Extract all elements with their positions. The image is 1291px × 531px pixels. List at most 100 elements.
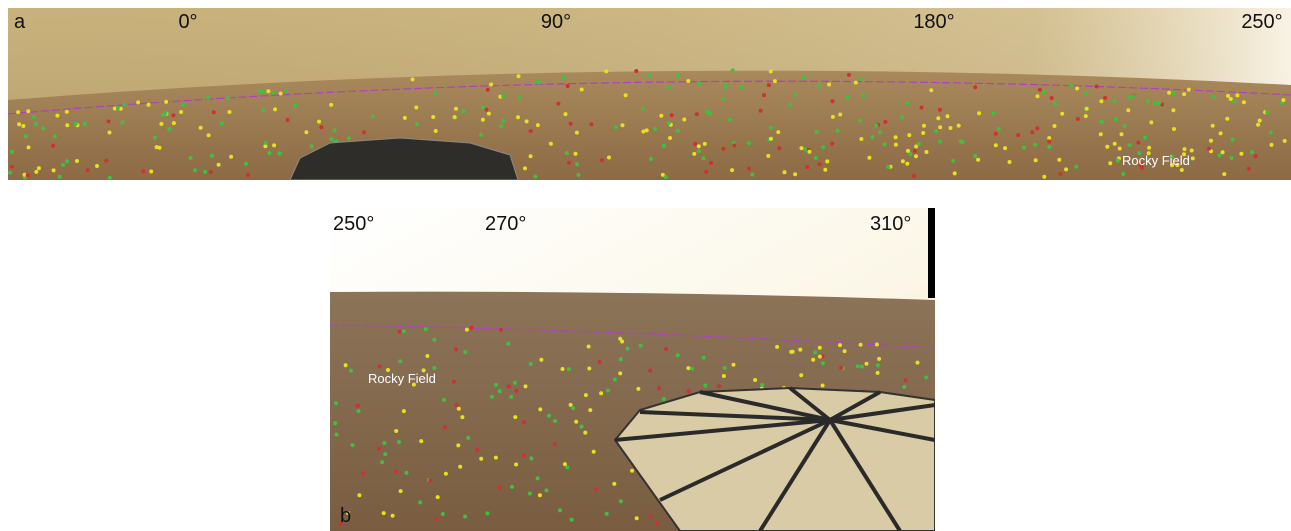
marker [1094,84,1099,89]
marker [830,114,835,119]
marker [8,170,13,175]
marker [750,172,755,177]
marker [638,343,643,348]
horizon-line [330,324,935,349]
marker [203,169,208,174]
marker [924,375,929,380]
marker [579,87,584,92]
marker [938,125,943,130]
marker [803,147,808,152]
marker [991,111,996,116]
marker [1021,145,1026,150]
marker [936,116,941,121]
marker [1033,142,1038,147]
marker [1033,158,1038,163]
marker [1047,139,1052,144]
marker [561,75,566,80]
marker [813,155,818,160]
marker [1206,146,1211,151]
marker [193,168,198,173]
marker [916,141,921,146]
marker [574,130,579,135]
marker [914,154,918,159]
marker [181,102,186,107]
azimuth-label: 180° [913,11,954,33]
marker [696,144,701,149]
marker [675,128,680,133]
marker [401,329,406,334]
marker [535,123,540,128]
marker [591,449,596,454]
marker [612,377,617,382]
marker [21,124,26,128]
marker [499,327,503,332]
marker [1222,172,1227,177]
marker [775,344,780,349]
marker [1126,108,1131,113]
marker [463,350,468,355]
marker [574,419,579,424]
marker [485,511,490,516]
marker [432,366,437,370]
marker [1256,122,1261,127]
marker [75,159,79,163]
marker [489,82,494,87]
marker [1229,156,1234,160]
marker [1042,174,1047,179]
marker [882,142,887,147]
marker [1131,94,1135,99]
marker [1146,99,1151,104]
marker [827,82,832,87]
azimuth-label: 310° [870,213,911,235]
solar-panel [289,137,519,180]
marker [874,342,879,347]
marker [587,366,592,371]
marker [1282,138,1287,143]
marker [136,100,141,105]
marker [443,471,448,476]
marker [1115,158,1120,163]
marker [1112,99,1117,104]
panel-label: b [340,505,351,527]
marker [817,345,822,350]
marker [348,368,353,373]
marker [528,361,533,366]
marker [394,429,399,433]
marker [539,357,544,362]
marker [261,108,266,113]
marker [456,443,461,448]
marker [686,389,691,394]
marker [267,151,272,156]
marker [401,409,406,414]
marker [845,95,850,100]
marker [219,121,224,126]
marker [694,112,699,117]
marker [167,127,172,131]
marker [479,132,484,137]
marker [34,121,39,126]
marker [452,115,457,120]
marker [912,174,916,178]
marker [1269,142,1274,147]
marker [535,79,540,84]
marker [397,329,402,334]
marker [512,380,517,385]
marker [414,105,419,110]
marker [799,373,804,378]
marker [847,72,851,77]
marker [547,413,551,418]
marker [753,378,758,382]
marker [556,101,561,106]
marker [423,327,428,332]
marker [1105,144,1110,149]
marker [597,360,602,364]
marker [418,500,423,505]
marker [122,102,127,107]
marker [921,131,926,135]
marker [332,128,337,133]
marker [586,344,591,349]
marker [1209,138,1213,143]
marker [859,364,864,369]
marker [768,69,773,74]
marker [830,99,835,104]
